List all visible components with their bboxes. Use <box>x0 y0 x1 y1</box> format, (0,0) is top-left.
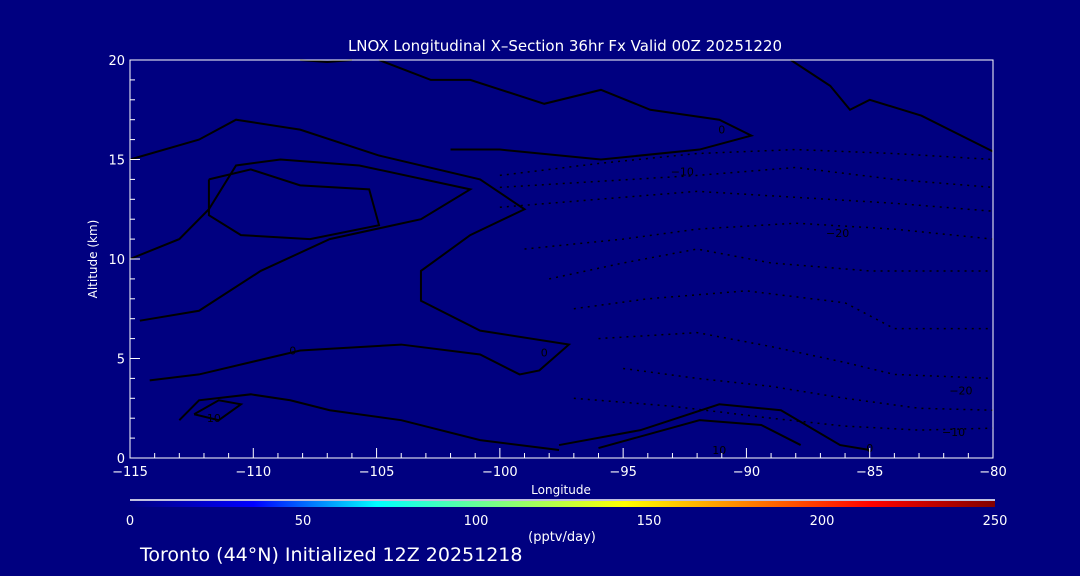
colorbar-tick-label: 200 <box>810 514 835 529</box>
x-axis: −115 −110 −105 −100 −95 −90 −85 −80 <box>112 448 1007 480</box>
contour-dashed <box>598 331 994 380</box>
contour-label: −10 <box>671 165 694 178</box>
contour-solid <box>378 59 755 161</box>
contour-solid <box>129 118 572 382</box>
colorbar-tick-label: 150 <box>637 514 662 529</box>
contour-solid <box>300 59 352 63</box>
colorbar-tick-label: 50 <box>295 514 312 529</box>
contour-label: −10 <box>942 426 965 439</box>
contour-dashed <box>573 397 994 431</box>
y-tick-label: 10 <box>108 253 125 268</box>
y-tick-label: 0 <box>117 452 125 467</box>
x-tick-label: −105 <box>359 465 395 480</box>
contour-solid <box>207 168 381 241</box>
colorbar-tick-label: 100 <box>464 514 489 529</box>
contour-dashed <box>499 166 994 189</box>
colorbar-label: (pptv/day) <box>528 530 596 545</box>
x-tick-label: −85 <box>856 465 883 480</box>
contour-solid <box>598 419 802 450</box>
x-tick-label: −110 <box>235 465 271 480</box>
contour-label: 10 <box>207 412 221 425</box>
x-tick-label: −80 <box>979 465 1006 480</box>
contour-label: 0 <box>541 347 548 360</box>
contour-dashed <box>524 222 994 250</box>
colorbar-ticks: 0 50 100 150 200 250 <box>126 514 1008 529</box>
x-tick-label: −95 <box>609 465 636 480</box>
contour-label: 0 <box>289 345 296 358</box>
y-tick-label: 5 <box>117 353 125 368</box>
contour-layer: 0−10−20−20−101000010 <box>129 59 994 457</box>
chart-title: LNOX Longitudinal X–Section 36hr Fx Vali… <box>348 37 782 55</box>
contour-label: −20 <box>826 227 849 240</box>
colorbar <box>130 501 995 507</box>
contour-dashed <box>573 290 993 330</box>
contour-solid <box>129 158 473 322</box>
contour-dashed <box>499 190 994 212</box>
contour-dashed <box>499 148 994 177</box>
footer-text: Toronto (44°N) Initialized 12Z 20251218 <box>139 544 523 566</box>
x-tick-label: −90 <box>733 465 760 480</box>
y-axis-label: Altitude (km) <box>86 220 100 299</box>
x-tick-label: −115 <box>112 465 148 480</box>
colorbar-tick-label: 250 <box>983 514 1008 529</box>
contour-label: 10 <box>712 444 726 457</box>
y-axis: 0 5 10 15 20 <box>108 54 140 467</box>
contour-solid <box>790 59 994 153</box>
contour-label: −20 <box>949 384 972 397</box>
x-tick-label: −100 <box>482 465 518 480</box>
x-axis-label: Longitude <box>531 483 591 497</box>
contour-solid <box>178 393 560 452</box>
y-tick-label: 20 <box>108 54 125 69</box>
colorbar-tick-label: 0 <box>126 514 134 529</box>
y-tick-label: 15 <box>108 154 125 169</box>
contour-solid <box>558 403 870 452</box>
contour-dashed <box>623 367 994 411</box>
contour-solid <box>193 399 244 422</box>
contour-dashed <box>549 248 993 280</box>
contour-label: 0 <box>718 124 725 137</box>
plot-frame <box>129 59 994 459</box>
